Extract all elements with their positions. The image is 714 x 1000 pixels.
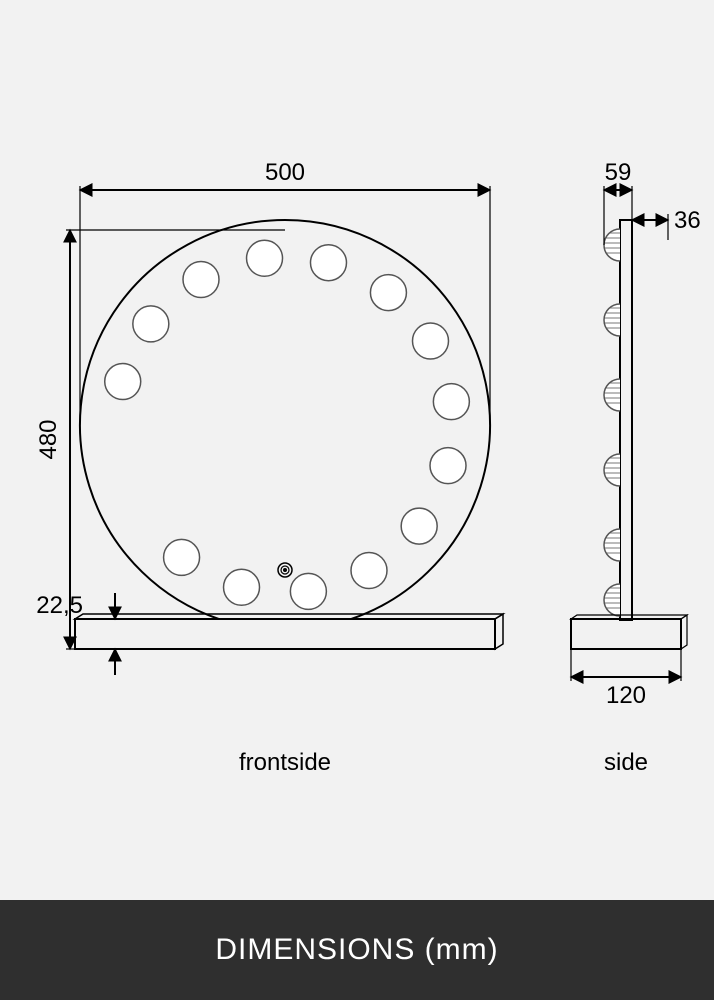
svg-text:500: 500 xyxy=(265,159,305,186)
footer-title-bar: DIMENSIONS (mm) xyxy=(0,900,714,1000)
svg-text:120: 120 xyxy=(606,682,646,709)
technical-drawing: 500 480 22,5 frontside 59 36 120 side xyxy=(0,0,714,900)
footer-title: DIMENSIONS (mm) xyxy=(215,933,498,967)
svg-text:22,5: 22,5 xyxy=(36,592,83,619)
svg-text:480: 480 xyxy=(35,419,62,459)
svg-text:36: 36 xyxy=(674,207,701,234)
svg-text:frontside: frontside xyxy=(239,749,331,776)
svg-text:side: side xyxy=(604,749,648,776)
svg-text:59: 59 xyxy=(605,159,632,186)
